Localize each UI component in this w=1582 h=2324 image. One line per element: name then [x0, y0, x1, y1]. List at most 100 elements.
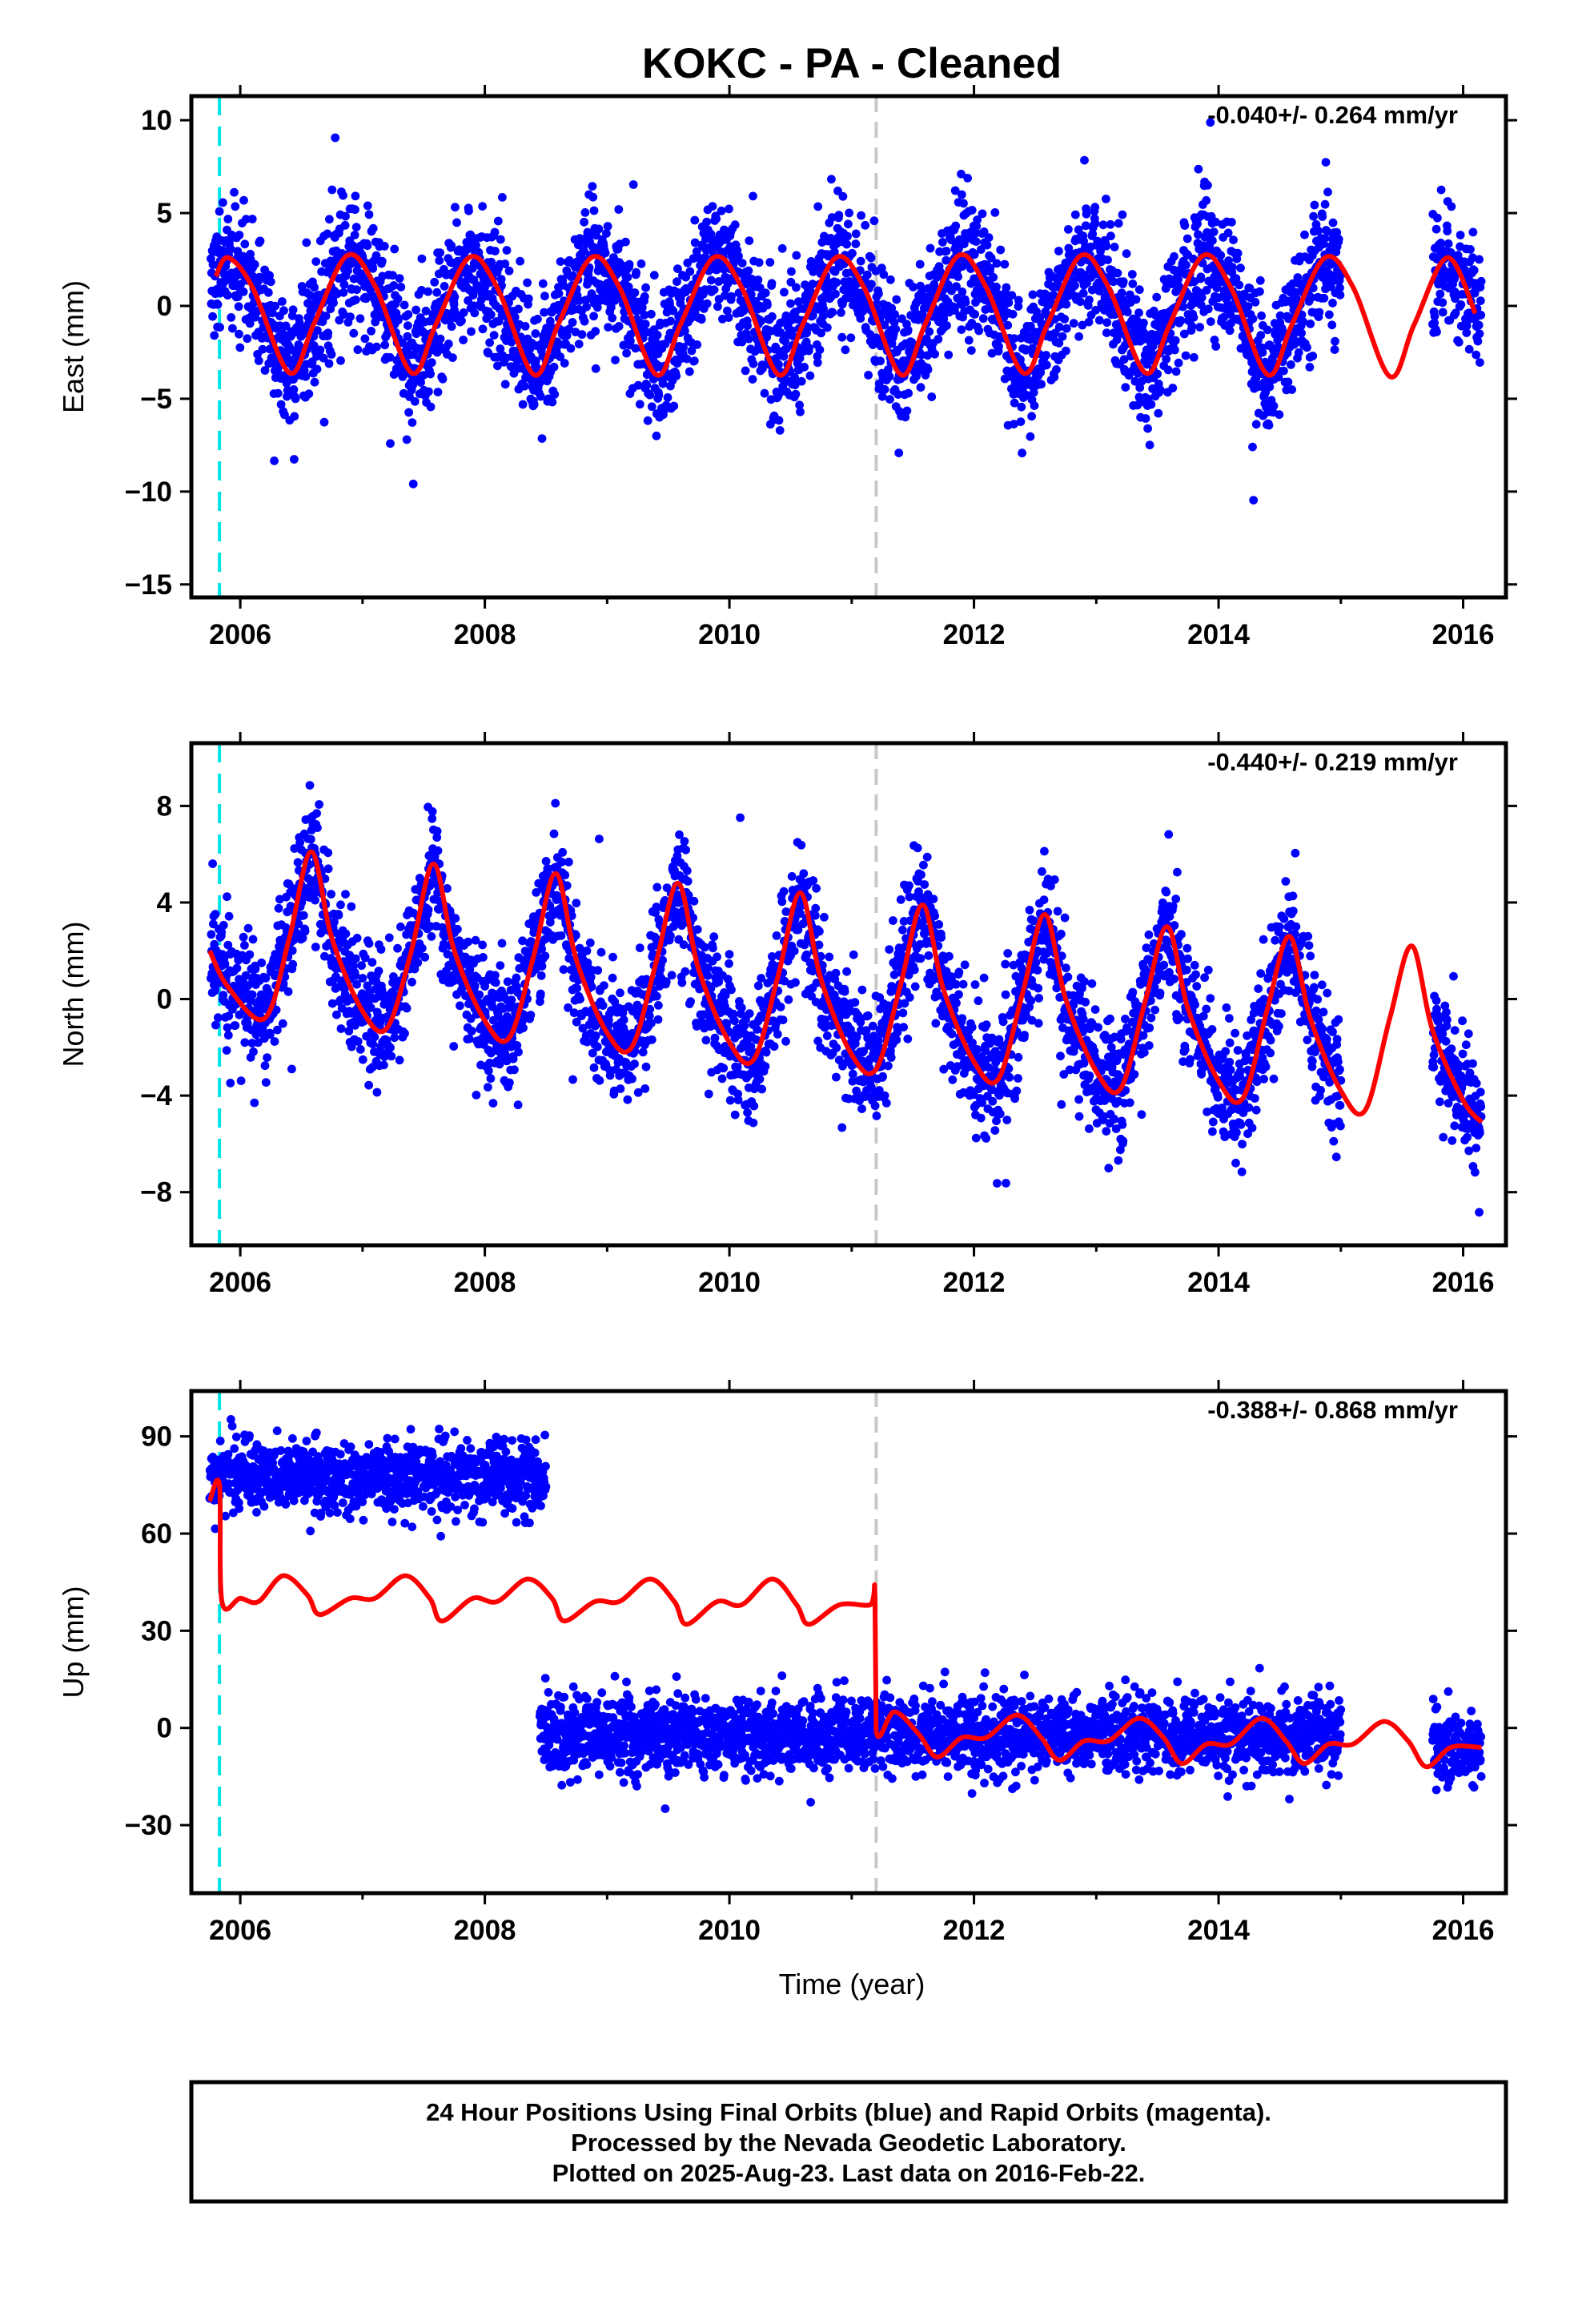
data-point: [591, 1031, 600, 1040]
data-point: [339, 310, 348, 320]
data-point: [556, 352, 565, 361]
data-point: [673, 851, 682, 861]
data-point: [288, 959, 298, 969]
data-point: [408, 418, 417, 427]
data-point: [467, 327, 476, 336]
data-point: [1202, 195, 1211, 205]
data-point: [569, 1008, 579, 1018]
data-point: [271, 301, 280, 311]
data-point: [372, 342, 381, 352]
x-tick-label: 2016: [1432, 619, 1495, 650]
model-curve-east: [213, 251, 1478, 380]
data-point: [966, 346, 976, 355]
data-point: [1153, 369, 1162, 379]
data-point: [224, 911, 234, 921]
data-point: [1135, 383, 1145, 392]
data-point: [1091, 305, 1100, 315]
data-point: [971, 237, 981, 246]
data-point: [479, 953, 488, 962]
data-point: [339, 191, 347, 200]
data-point: [856, 314, 865, 323]
data-point: [247, 215, 257, 223]
data-point: [1141, 414, 1150, 423]
data-point: [560, 870, 570, 880]
data-point: [540, 951, 550, 961]
data-point: [1090, 203, 1100, 212]
data-point: [841, 345, 850, 355]
data-point: [351, 191, 360, 201]
data-point: [709, 932, 719, 942]
data-point: [1180, 221, 1190, 230]
data-point: [843, 231, 852, 241]
data-point: [1227, 263, 1237, 271]
data-point: [455, 245, 464, 255]
data-point: [276, 400, 286, 409]
data-point: [351, 954, 360, 963]
data-point: [432, 287, 442, 297]
data-point: [1054, 339, 1064, 348]
data-point: [336, 356, 345, 365]
data-point: [329, 298, 338, 308]
data-point: [564, 324, 574, 334]
data-point: [582, 946, 592, 955]
data-point: [730, 220, 740, 230]
data-point: [1447, 202, 1456, 211]
data-point: [683, 877, 693, 886]
data-point: [817, 328, 825, 338]
data-point: [232, 963, 242, 973]
data-point: [541, 857, 551, 866]
data-point: [433, 388, 443, 396]
data-point: [436, 334, 445, 344]
data-point: [989, 272, 998, 282]
data-point: [1062, 300, 1071, 309]
data-point: [300, 927, 310, 936]
data-point: [885, 372, 894, 381]
data-point: [1202, 286, 1211, 295]
data-point: [723, 306, 732, 316]
data-point: [1314, 226, 1323, 235]
data-point: [263, 1053, 271, 1062]
data-point: [647, 1035, 656, 1044]
data-point: [1062, 346, 1070, 356]
data-point: [689, 913, 697, 923]
data-point: [727, 292, 736, 301]
data-point: [603, 222, 612, 231]
data-point: [319, 417, 329, 427]
data-point: [701, 1035, 711, 1045]
data-point: [1028, 290, 1038, 300]
data-point: [647, 402, 656, 412]
data-point: [1219, 312, 1228, 322]
data-point: [586, 972, 596, 982]
data-point: [1109, 277, 1118, 287]
data-point: [211, 986, 219, 995]
data-point: [767, 279, 777, 288]
data-point: [661, 977, 671, 987]
data-point: [682, 866, 692, 875]
data-point: [942, 247, 951, 255]
data-point: [781, 336, 790, 346]
data-point: [321, 312, 331, 320]
data-point: [1098, 220, 1108, 230]
data-point: [452, 218, 461, 227]
data-point: [869, 216, 879, 226]
data-point: [1162, 355, 1171, 364]
data-point: [516, 256, 524, 266]
data-point: [223, 291, 232, 300]
data-point: [1050, 372, 1059, 382]
data-point: [640, 320, 650, 329]
data-point: [1026, 432, 1035, 441]
data-point: [389, 281, 399, 290]
points-north: [207, 781, 1486, 1217]
data-point: [510, 1065, 519, 1075]
data-point: [795, 353, 805, 363]
data-point: [1235, 280, 1244, 290]
data-point: [889, 318, 899, 327]
data-point: [942, 255, 951, 265]
data-point: [339, 279, 349, 289]
data-point: [690, 238, 700, 247]
data-point: [1284, 314, 1293, 324]
data-point: [410, 396, 420, 406]
data-point: [278, 1019, 287, 1028]
data-point: [390, 244, 400, 254]
data-point: [577, 330, 587, 340]
